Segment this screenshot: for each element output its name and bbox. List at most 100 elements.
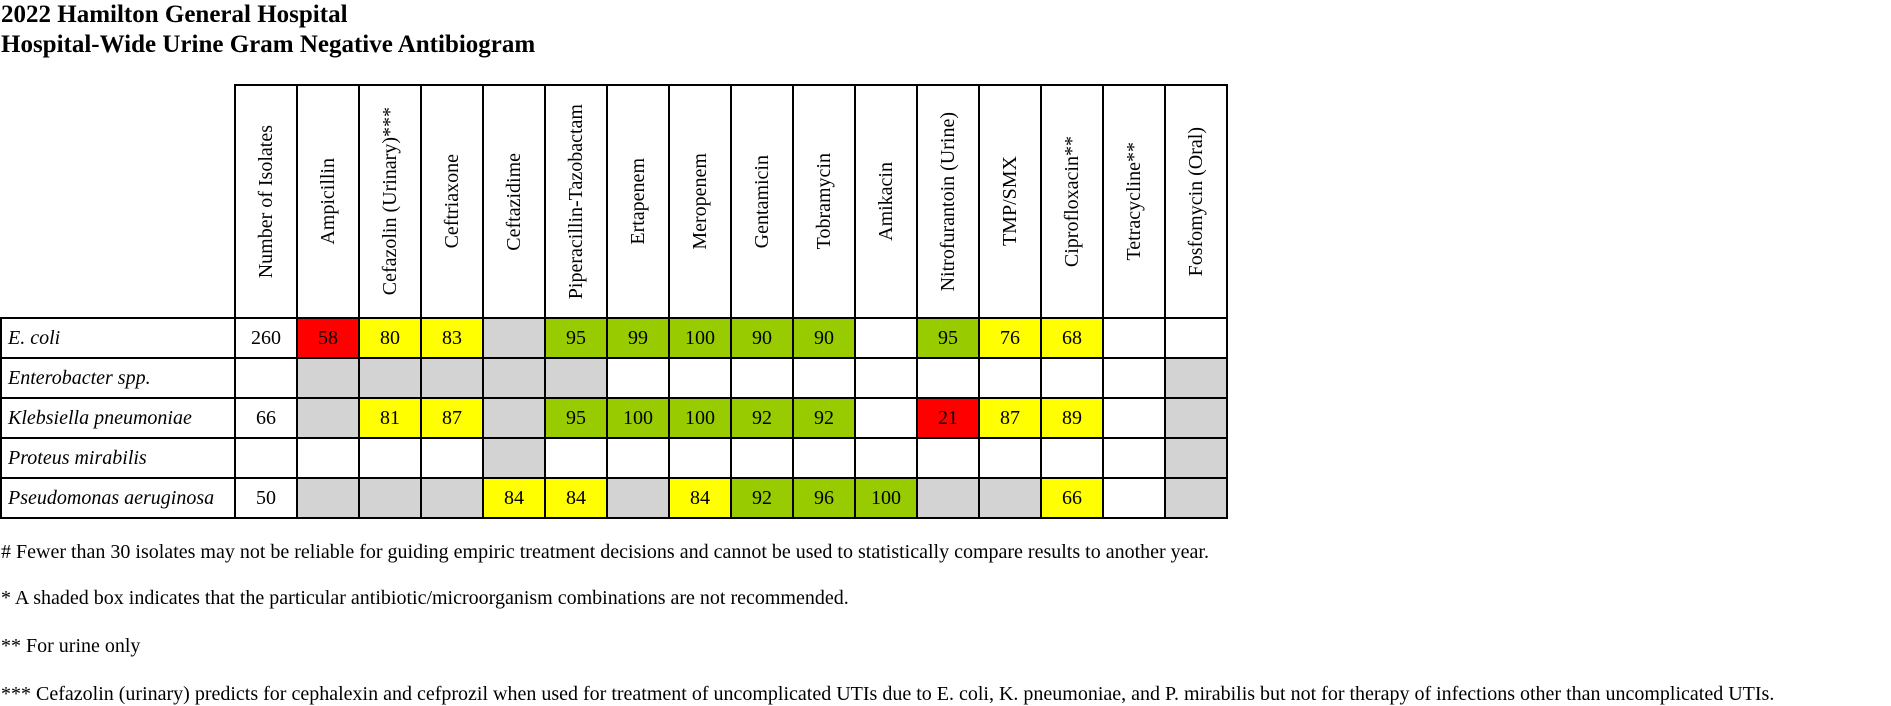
susceptibility-cell: 76 [978,317,1042,359]
col-header-label: Piperacillin-Tazobactam [565,103,587,300]
susceptibility-cell: 66 [1040,477,1104,519]
susceptibility-cell: 87 [420,397,484,439]
susceptibility-cell [730,357,794,399]
col-header-tmp-smx: TMP/SMX [978,84,1042,319]
header-row: Number of Isolates Ampicillin Cefazolin … [1,84,1228,319]
susceptibility-cell: 58 [296,317,360,359]
col-header-label: Meropenem [689,153,711,250]
col-header-fosfomycin: Fosfomycin (Oral) [1164,84,1228,319]
susceptibility-cell: 21 [916,397,980,439]
susceptibility-cell [482,357,546,399]
susceptibility-cell: 96 [792,477,856,519]
susceptibility-cell [978,477,1042,519]
susceptibility-cell: 92 [792,397,856,439]
susceptibility-cell [1102,477,1166,519]
isolate-count: 50 [234,477,298,519]
susceptibility-cell [296,397,360,439]
susceptibility-cell [606,437,670,479]
susceptibility-cell: 90 [730,317,794,359]
susceptibility-cell [1040,437,1104,479]
footnote-shaded: * A shaded box indicates that the partic… [1,587,849,609]
susceptibility-cell [916,437,980,479]
susceptibility-cell [792,357,856,399]
susceptibility-cell [296,477,360,519]
susceptibility-cell [358,477,422,519]
susceptibility-cell [916,357,980,399]
susceptibility-cell: 83 [420,317,484,359]
organism-name: Klebsiella pneumoniae [0,397,236,439]
susceptibility-cell: 90 [792,317,856,359]
antibiogram-table: Number of Isolates Ampicillin Cefazolin … [0,84,1228,519]
susceptibility-cell [792,437,856,479]
organism-name: Enterobacter spp. [0,357,236,399]
col-header-label: Ampicillin [317,158,339,245]
col-header-piperacillin-tazobactam: Piperacillin-Tazobactam [544,84,608,319]
susceptibility-cell [1164,317,1228,359]
susceptibility-cell [668,437,732,479]
footnote-cefazolin: *** Cefazolin (urinary) predicts for cep… [1,683,1775,705]
col-header-isolates: Number of Isolates [234,84,298,319]
susceptibility-cell [854,437,918,479]
susceptibility-cell: 92 [730,397,794,439]
col-header-label: Ceftriaxone [441,154,463,249]
document-subtitle: Hospital-Wide Urine Gram Negative Antibi… [1,31,536,58]
susceptibility-cell: 80 [358,317,422,359]
col-header-ciprofloxacin: Ciprofloxacin** [1040,84,1104,319]
susceptibility-cell [730,437,794,479]
susceptibility-cell: 81 [358,397,422,439]
col-header-ertapenem: Ertapenem [606,84,670,319]
isolate-count: 260 [234,317,298,359]
susceptibility-cell [606,357,670,399]
susceptibility-cell: 99 [606,317,670,359]
susceptibility-cell [420,357,484,399]
susceptibility-cell: 68 [1040,317,1104,359]
col-header-label: Amikacin [875,162,897,241]
susceptibility-cell: 95 [544,397,608,439]
col-header-amikacin: Amikacin [854,84,918,319]
document-title: 2022 Hamilton General Hospital [1,1,348,28]
susceptibility-cell [1102,317,1166,359]
susceptibility-cell: 100 [854,477,918,519]
susceptibility-cell [358,437,422,479]
susceptibility-cell: 95 [544,317,608,359]
isolate-count [234,357,298,399]
col-header-tetracycline: Tetracycline** [1102,84,1166,319]
footnote-isolates: # Fewer than 30 isolates may not be reli… [1,541,1209,563]
susceptibility-cell [296,437,360,479]
susceptibility-cell [916,477,980,519]
col-header-label: Number of Isolates [255,124,277,279]
susceptibility-cell [1164,477,1228,519]
susceptibility-cell: 84 [668,477,732,519]
organism-name: E. coli [0,317,236,359]
susceptibility-cell: 84 [482,477,546,519]
isolate-count [234,437,298,479]
susceptibility-cell [482,437,546,479]
susceptibility-cell [978,357,1042,399]
col-header-tobramycin: Tobramycin [792,84,856,319]
col-header-gentamicin: Gentamicin [730,84,794,319]
col-header-cefazolin: Cefazolin (Urinary)*** [358,84,422,319]
col-header-label: Cefazolin (Urinary)*** [379,107,401,296]
susceptibility-cell [854,397,918,439]
susceptibility-cell [544,437,608,479]
susceptibility-cell [854,317,918,359]
col-header-label: Gentamicin [751,154,773,249]
susceptibility-cell [482,397,546,439]
col-header-ampicillin: Ampicillin [296,84,360,319]
isolate-count: 66 [234,397,298,439]
susceptibility-cell [978,437,1042,479]
susceptibility-cell [1102,357,1166,399]
col-header-nitrofurantoin: Nitrofurantoin (Urine) [916,84,980,319]
organism-name: Proteus mirabilis [0,437,236,479]
susceptibility-cell: 100 [668,317,732,359]
susceptibility-cell: 87 [978,397,1042,439]
col-header-label: Ertapenem [627,158,649,245]
susceptibility-cell [1164,357,1228,399]
susceptibility-cell [358,357,422,399]
susceptibility-cell [1102,397,1166,439]
susceptibility-cell [1040,357,1104,399]
susceptibility-cell: 100 [668,397,732,439]
table-row: E. coli 260 58 80 83 95 99 100 90 90 95 … [0,317,1228,359]
susceptibility-cell [1102,437,1166,479]
col-header-label: TMP/SMX [999,156,1021,247]
